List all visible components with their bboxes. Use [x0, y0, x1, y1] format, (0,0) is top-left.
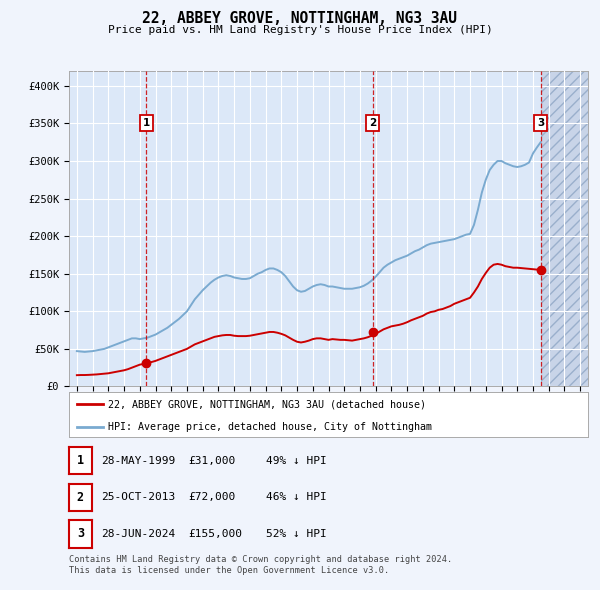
- Text: 2: 2: [77, 491, 84, 504]
- Text: 28-MAY-1999: 28-MAY-1999: [101, 456, 175, 466]
- Text: 28-JUN-2024: 28-JUN-2024: [101, 529, 175, 539]
- Text: £72,000: £72,000: [188, 493, 235, 502]
- Text: 1: 1: [77, 454, 84, 467]
- Text: 3: 3: [77, 527, 84, 540]
- Text: 22, ABBEY GROVE, NOTTINGHAM, NG3 3AU: 22, ABBEY GROVE, NOTTINGHAM, NG3 3AU: [143, 11, 458, 25]
- Text: £155,000: £155,000: [188, 529, 242, 539]
- Text: Price paid vs. HM Land Registry's House Price Index (HPI): Price paid vs. HM Land Registry's House …: [107, 25, 493, 35]
- Bar: [541, 71, 588, 386]
- Text: 52% ↓ HPI: 52% ↓ HPI: [266, 529, 326, 539]
- Text: 1: 1: [142, 119, 149, 129]
- Text: 49% ↓ HPI: 49% ↓ HPI: [266, 456, 326, 466]
- Text: £31,000: £31,000: [188, 456, 235, 466]
- Text: 25-OCT-2013: 25-OCT-2013: [101, 493, 175, 502]
- Text: 22, ABBEY GROVE, NOTTINGHAM, NG3 3AU (detached house): 22, ABBEY GROVE, NOTTINGHAM, NG3 3AU (de…: [108, 399, 426, 409]
- Text: HPI: Average price, detached house, City of Nottingham: HPI: Average price, detached house, City…: [108, 422, 432, 432]
- Text: 3: 3: [537, 119, 544, 129]
- Text: 46% ↓ HPI: 46% ↓ HPI: [266, 493, 326, 502]
- Text: 2: 2: [369, 119, 376, 129]
- Text: Contains HM Land Registry data © Crown copyright and database right 2024.
This d: Contains HM Land Registry data © Crown c…: [69, 555, 452, 575]
